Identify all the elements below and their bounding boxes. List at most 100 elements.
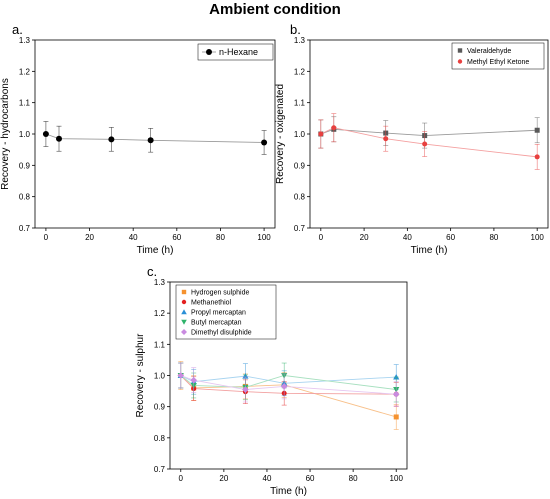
legend: n-Hexane: [197, 43, 274, 61]
x-tick-label: 100: [531, 233, 545, 242]
legend-label: Methanethiol: [191, 299, 232, 306]
legend-marker: [457, 59, 463, 64]
legend-label: Valeraldehyde: [467, 48, 511, 55]
x-tick-label: 20: [360, 233, 369, 242]
y-tick-label: 0.9: [19, 161, 31, 170]
y-tick-label: 0.9: [294, 161, 306, 170]
series-methyl-ethyl-ketone: [318, 113, 540, 170]
y-tick-label: 1.2: [19, 67, 31, 76]
legend-box: [175, 284, 277, 340]
series-hydrogen-sulphide: [178, 361, 399, 430]
legend: Valeraldehyde Methyl Ethyl Ketone: [451, 42, 545, 70]
legend-marker: [181, 309, 187, 315]
legend-label: Hydrogen sulphide: [191, 289, 249, 296]
legend-box: [197, 43, 274, 61]
series-valeraldehyde: [318, 116, 540, 149]
y-tick-label: 1.1: [19, 99, 31, 108]
y-tick-label: 1.0: [294, 130, 306, 139]
x-axis-label: Time (h): [411, 245, 448, 256]
x-tick-label: 20: [85, 233, 94, 242]
y-tick-label: 1.3: [154, 278, 166, 287]
x-tick-label: 0: [179, 474, 184, 483]
data-point: [422, 141, 428, 147]
legend-marker: [181, 329, 187, 335]
series-line: [320, 128, 538, 137]
panel-label: a.: [12, 22, 23, 37]
x-tick-label: 60: [306, 474, 315, 483]
data-point: [318, 131, 324, 137]
legend-box: [451, 42, 545, 70]
x-tick-label: 80: [216, 233, 225, 242]
data-point: [42, 131, 49, 137]
legend-label: Dimethyl disulphide: [191, 329, 252, 336]
data-point: [261, 139, 268, 146]
series-line: [180, 375, 397, 418]
y-tick-label: 0.8: [19, 193, 31, 202]
x-axis-label: Time (h): [270, 486, 307, 497]
legend-marker: [206, 49, 212, 55]
series-dimethyl-disulphide: [177, 362, 400, 407]
y-tick-label: 1.3: [19, 36, 31, 45]
series-line: [180, 375, 397, 395]
x-axis-label: Time (h): [137, 245, 174, 256]
y-tick-label: 0.7: [154, 465, 166, 474]
y-axis-label: Recovery - hydrocarbons: [0, 78, 11, 190]
legend-marker: [457, 48, 463, 53]
legend-label: n-Hexane: [219, 47, 258, 57]
series-propyl-mercaptan: [177, 362, 400, 397]
figure-title: Ambient condition: [209, 1, 341, 18]
y-tick-label: 1.1: [294, 99, 306, 108]
series-line: [45, 133, 265, 143]
panel-label: c.: [147, 264, 157, 279]
data-point: [393, 414, 399, 420]
x-tick-label: 20: [219, 474, 228, 483]
legend-marker: [181, 299, 187, 305]
y-tick-label: 1.0: [154, 372, 166, 381]
data-point: [177, 372, 185, 379]
x-tick-label: 0: [319, 233, 324, 242]
panel-c: c. 0 20 40 60 80 100 0.7 0.8 0.9 1.0 1.1 1.2 1.3 Time …: [135, 264, 408, 497]
x-tick-label: 60: [446, 233, 455, 242]
series-line: [180, 375, 397, 395]
y-tick-label: 0.8: [154, 434, 166, 443]
y-tick-label: 1.0: [19, 130, 31, 139]
x-tick-label: 60: [172, 233, 181, 242]
x-tick-label: 100: [257, 233, 271, 242]
y-tick-label: 1.3: [294, 36, 306, 45]
data-point: [56, 135, 62, 142]
panel-a: a. 0 20 40 60 80 100 0.7 0.8 0.9 1.0 1.1 1.2 1.3 Time …: [0, 22, 276, 256]
x-tick-label: 0: [44, 233, 49, 242]
data-point: [147, 137, 154, 144]
data-point: [534, 154, 540, 160]
series-line: [180, 375, 397, 384]
data-point: [331, 125, 337, 131]
y-axis-label: Recovery - oxigenated: [275, 84, 286, 184]
y-tick-label: 0.8: [294, 193, 306, 202]
y-tick-label: 0.7: [294, 224, 306, 233]
y-tick-label: 0.9: [154, 403, 166, 412]
x-tick-label: 100: [390, 474, 404, 483]
data-point: [534, 127, 540, 133]
x-tick-label: 80: [489, 233, 498, 242]
legend-label: Propyl mercaptan: [191, 309, 246, 316]
series-butyl-mercaptan: [177, 362, 400, 403]
x-tick-label: 40: [263, 474, 272, 483]
y-tick-label: 1.2: [154, 309, 166, 318]
y-axis-label: Recovery - sulphur: [135, 333, 146, 418]
panel-label: b.: [290, 22, 301, 37]
data-point: [190, 376, 197, 384]
data-point: [108, 136, 115, 143]
x-tick-label: 40: [129, 233, 138, 242]
data-point: [383, 136, 389, 142]
data-point: [392, 390, 400, 398]
x-tick-label: 40: [403, 233, 412, 242]
y-tick-label: 1.2: [294, 67, 306, 76]
data-point: [280, 383, 288, 390]
legend-marker: [181, 289, 187, 295]
x-tick-label: 80: [349, 474, 358, 483]
series-n-hexane: [42, 121, 268, 155]
y-tick-label: 0.7: [19, 224, 31, 233]
legend: Hydrogen sulphide Methanethiol Propyl merc…: [175, 284, 277, 340]
data-point: [242, 386, 249, 393]
